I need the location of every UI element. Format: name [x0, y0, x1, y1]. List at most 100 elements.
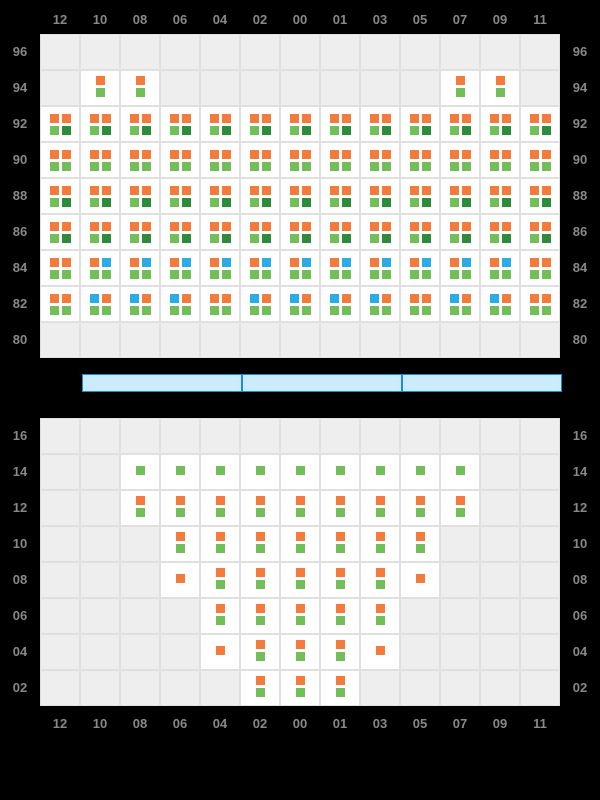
marker — [182, 270, 191, 279]
seat-cell — [520, 142, 560, 178]
seat-cell — [480, 106, 520, 142]
marker — [450, 126, 459, 135]
marker — [422, 186, 431, 195]
marker — [302, 258, 311, 267]
marker — [216, 604, 225, 613]
marker — [102, 258, 111, 267]
col-label: 06 — [160, 10, 200, 30]
marker — [222, 126, 231, 135]
marker — [462, 234, 471, 243]
empty-cell — [160, 322, 200, 358]
marker — [422, 162, 431, 171]
seat-cell — [320, 178, 360, 214]
empty-cell — [160, 418, 200, 454]
seat-cell — [200, 178, 240, 214]
marker — [410, 150, 419, 159]
marker — [210, 234, 219, 243]
marker — [490, 294, 499, 303]
marker — [62, 114, 71, 123]
marker — [96, 76, 105, 85]
marker — [450, 234, 459, 243]
marker — [422, 258, 431, 267]
marker — [542, 114, 551, 123]
col-label: 09 — [480, 714, 520, 734]
marker — [182, 234, 191, 243]
marker — [170, 186, 179, 195]
marker — [450, 186, 459, 195]
marker — [262, 162, 271, 171]
marker — [376, 466, 385, 475]
seat-cell — [120, 106, 160, 142]
empty-cell — [520, 634, 560, 670]
marker — [336, 580, 345, 589]
marker — [496, 76, 505, 85]
marker — [502, 126, 511, 135]
empty-cell — [120, 418, 160, 454]
marker — [376, 544, 385, 553]
marker — [222, 222, 231, 231]
seat-cell — [320, 106, 360, 142]
seat-cell — [480, 250, 520, 286]
row-label: 16 — [4, 426, 36, 446]
marker — [462, 270, 471, 279]
marker — [250, 198, 259, 207]
seat-cell — [440, 214, 480, 250]
marker — [376, 616, 385, 625]
marker — [502, 306, 511, 315]
marker — [222, 258, 231, 267]
empty-cell — [80, 562, 120, 598]
marker — [462, 222, 471, 231]
empty-cell — [80, 490, 120, 526]
empty-cell — [400, 598, 440, 634]
marker — [422, 114, 431, 123]
marker — [182, 294, 191, 303]
empty-cell — [280, 322, 320, 358]
seat-cell — [160, 106, 200, 142]
empty-cell — [520, 70, 560, 106]
seat-cell — [120, 142, 160, 178]
marker — [102, 306, 111, 315]
marker — [410, 222, 419, 231]
seat-cell — [320, 142, 360, 178]
empty-cell — [440, 562, 480, 598]
marker — [502, 198, 511, 207]
marker — [290, 198, 299, 207]
marker — [462, 258, 471, 267]
col-label: 11 — [520, 714, 560, 734]
marker — [490, 198, 499, 207]
marker — [330, 222, 339, 231]
row-label: 96 — [4, 42, 36, 62]
marker — [330, 186, 339, 195]
marker — [456, 88, 465, 97]
marker — [490, 150, 499, 159]
empty-cell — [520, 598, 560, 634]
marker — [450, 162, 459, 171]
marker — [290, 150, 299, 159]
marker — [502, 186, 511, 195]
marker — [102, 222, 111, 231]
marker — [250, 222, 259, 231]
empty-cell — [440, 418, 480, 454]
marker — [256, 544, 265, 553]
marker — [462, 186, 471, 195]
empty-cell — [480, 490, 520, 526]
row-label: 86 — [4, 222, 36, 242]
marker — [216, 544, 225, 553]
marker — [250, 126, 259, 135]
marker — [382, 126, 391, 135]
marker — [450, 222, 459, 231]
marker — [416, 532, 425, 541]
empty-cell — [480, 562, 520, 598]
marker — [50, 114, 59, 123]
marker — [450, 294, 459, 303]
marker — [50, 258, 59, 267]
col-label: 10 — [80, 10, 120, 30]
marker — [490, 114, 499, 123]
empty-cell — [480, 454, 520, 490]
seat-cell — [40, 214, 80, 250]
marker — [336, 496, 345, 505]
empty-cell — [360, 418, 400, 454]
marker — [302, 270, 311, 279]
empty-cell — [440, 598, 480, 634]
marker — [296, 652, 305, 661]
